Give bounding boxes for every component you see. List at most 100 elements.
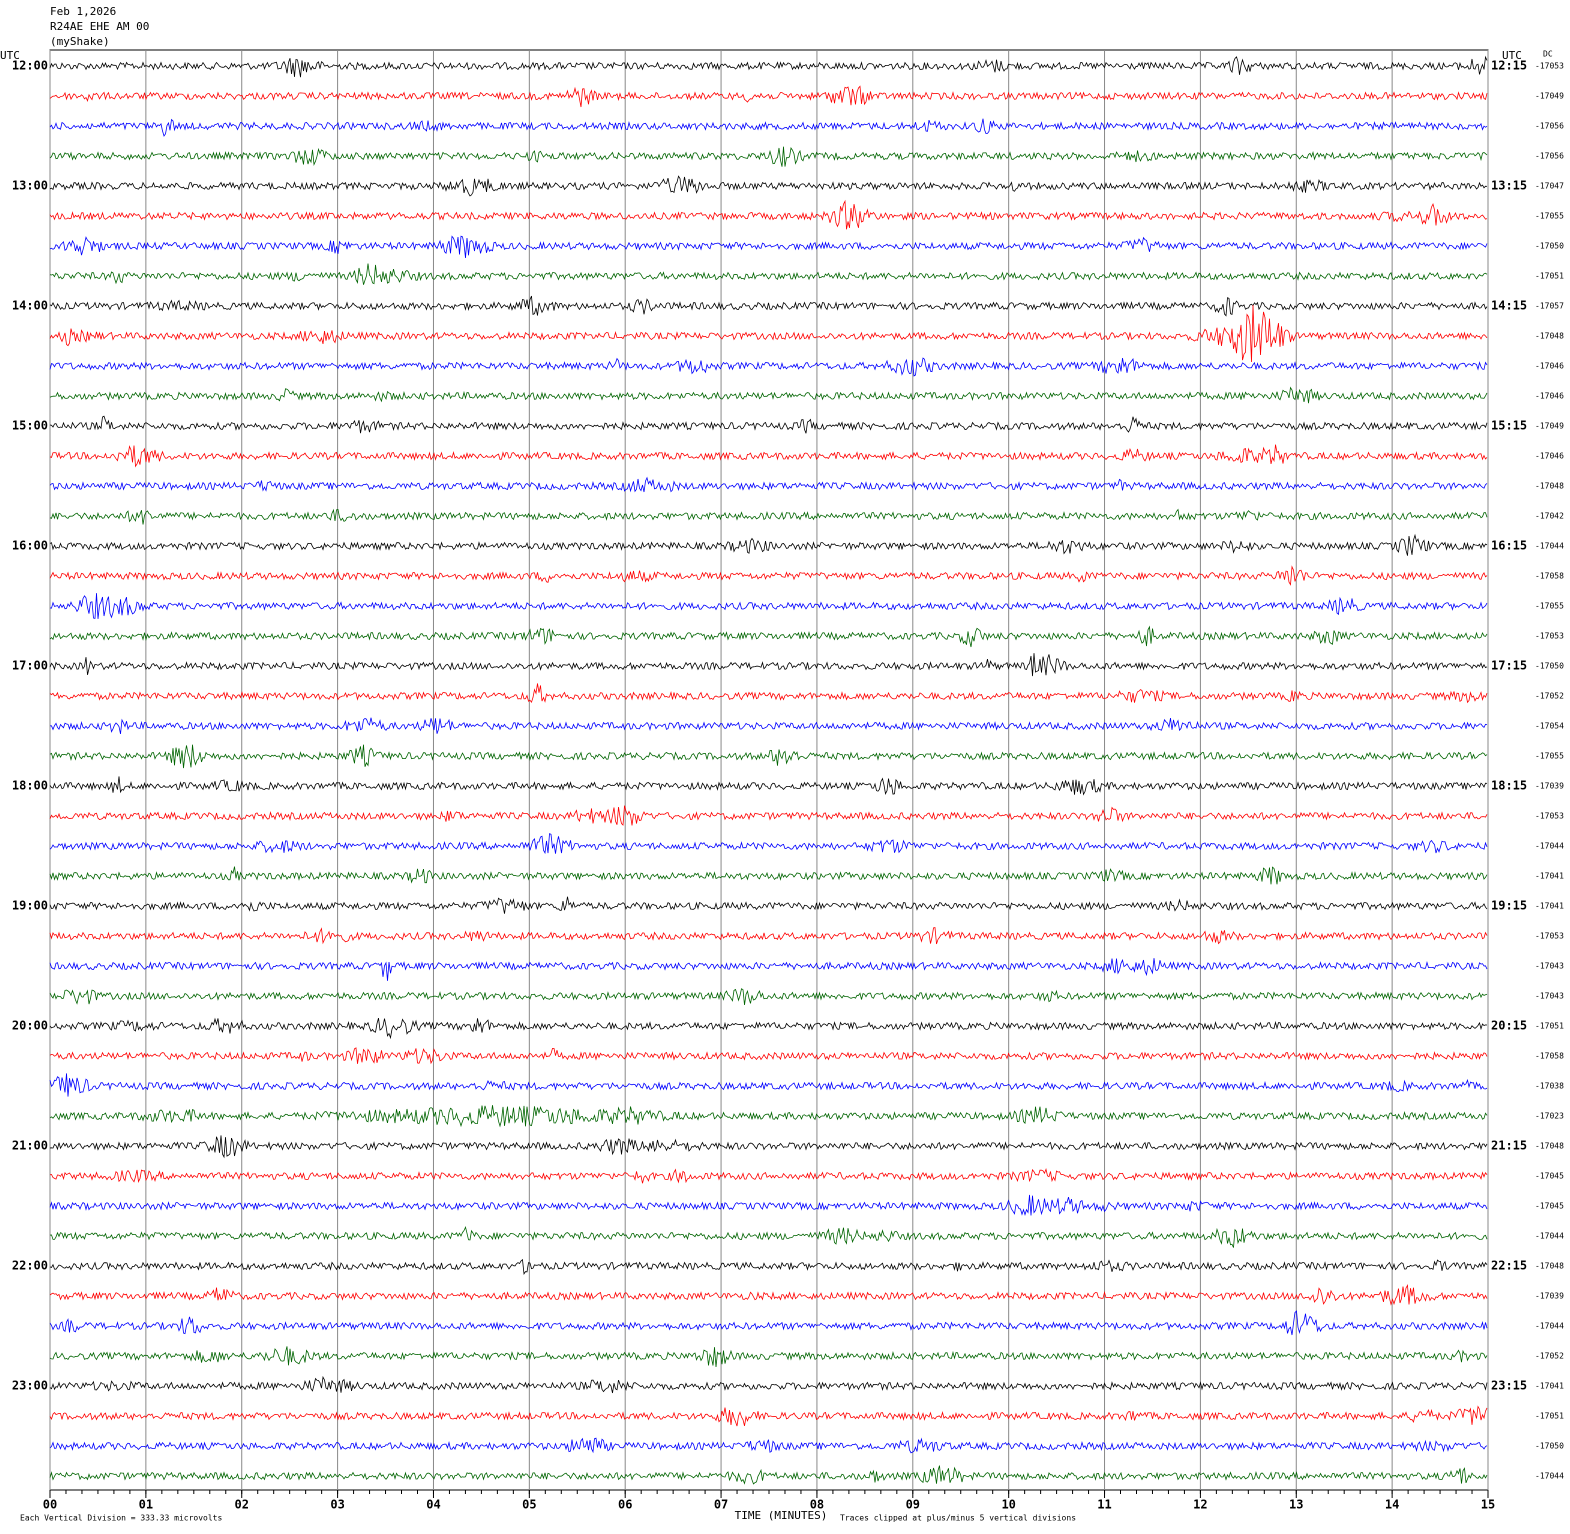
dc-value: -17044: [1535, 842, 1564, 851]
trace: [49, 146, 1488, 167]
trace: [49, 263, 1488, 285]
dc-value: -17056: [1535, 122, 1564, 131]
dc-value: -17041: [1535, 872, 1564, 881]
dc-value: -17053: [1535, 62, 1564, 71]
left-time: 16:00: [12, 539, 48, 553]
dc-value: -17044: [1535, 1322, 1564, 1331]
x-tick-label: 00: [43, 1498, 57, 1512]
left-time: 22:00: [12, 1259, 48, 1273]
trace: [49, 415, 1488, 434]
dc-value: -17055: [1535, 212, 1564, 221]
date: Feb 1,2026: [50, 5, 116, 18]
x-tick-label: 03: [330, 1498, 344, 1512]
trace: [49, 896, 1488, 914]
network: (myShake): [50, 35, 110, 48]
dc-value: -17052: [1535, 1352, 1564, 1361]
x-tick-label: 15: [1481, 1498, 1495, 1512]
dc-value: -17044: [1535, 1472, 1564, 1481]
right-time: 19:15: [1491, 899, 1527, 913]
dc-value: -17051: [1535, 1412, 1564, 1421]
left-unit: UTC: [0, 49, 20, 62]
trace: [49, 1375, 1488, 1394]
trace: [49, 295, 1488, 317]
x-tick-label: 06: [618, 1498, 632, 1512]
trace: [49, 1017, 1488, 1040]
trace: [49, 1194, 1488, 1216]
dc-value: -17050: [1535, 242, 1564, 251]
dc-value: -17051: [1535, 1022, 1564, 1031]
dc-value: -17053: [1535, 932, 1564, 941]
dc-value: -17038: [1535, 1082, 1564, 1091]
trace: [49, 85, 1488, 108]
right-time: 16:15: [1491, 539, 1527, 553]
trace: [49, 118, 1488, 137]
trace: [49, 717, 1488, 734]
dc-value: -17043: [1535, 962, 1564, 971]
left-time: 17:00: [12, 659, 48, 673]
dc-value: -17046: [1535, 362, 1564, 371]
left-time: 19:00: [12, 899, 48, 913]
right-time: 15:15: [1491, 419, 1527, 433]
trace: [49, 958, 1488, 981]
right-time: 17:15: [1491, 659, 1527, 673]
left-time: 20:00: [12, 1019, 48, 1033]
dc-value: -17058: [1535, 572, 1564, 581]
dc-value: -17047: [1535, 182, 1564, 191]
dc-value: -17044: [1535, 542, 1564, 551]
trace: [49, 776, 1488, 796]
trace: [49, 476, 1488, 493]
right-time: 20:15: [1491, 1019, 1527, 1033]
station: R24AE EHE AM 00: [50, 20, 149, 33]
trace: [49, 508, 1488, 525]
dc-value: -17039: [1535, 782, 1564, 791]
right-time: 22:15: [1491, 1259, 1527, 1273]
x-tick-label: 04: [426, 1498, 440, 1512]
trace: [49, 1405, 1488, 1427]
trace: [49, 988, 1488, 1005]
trace: [49, 653, 1488, 677]
trace: [49, 1310, 1488, 1336]
trace: [49, 683, 1488, 704]
left-time: 21:00: [12, 1139, 48, 1153]
dc-value: -17052: [1535, 692, 1564, 701]
right-time: 18:15: [1491, 779, 1527, 793]
dc-value: -17054: [1535, 722, 1564, 731]
dc-value: -17046: [1535, 392, 1564, 401]
x-tick-label: 11: [1097, 1498, 1111, 1512]
trace: [49, 1135, 1488, 1159]
dc-value: -17023: [1535, 1112, 1564, 1121]
x-tick-label: 05: [522, 1498, 536, 1512]
dc-value: -17057: [1535, 302, 1564, 311]
trace: [49, 357, 1488, 377]
trace: [49, 235, 1488, 259]
right-time: 21:15: [1491, 1139, 1527, 1153]
x-title: TIME (MINUTES): [735, 1509, 828, 1522]
trace: [49, 304, 1488, 363]
trace: [49, 1465, 1488, 1485]
trace: [49, 625, 1488, 648]
dc-value: -17053: [1535, 812, 1564, 821]
dc-value: -17055: [1535, 752, 1564, 761]
dc-value: -17045: [1535, 1172, 1564, 1181]
x-tick-label: 09: [906, 1498, 920, 1512]
trace: [49, 533, 1488, 556]
right-time: 14:15: [1491, 299, 1527, 313]
x-tick-label: 10: [1001, 1498, 1015, 1512]
trace: [49, 805, 1488, 826]
dc-value: -17042: [1535, 512, 1564, 521]
right-time: 23:15: [1491, 1379, 1527, 1393]
dc-value: -17051: [1535, 272, 1564, 281]
dc-value: -17050: [1535, 1442, 1564, 1451]
clip-note: Traces clipped at plus/minus 5 vertical …: [840, 1514, 1076, 1523]
left-time: 12:00: [12, 59, 48, 73]
dc-value: -17049: [1535, 422, 1564, 431]
dc-value: -17056: [1535, 152, 1564, 161]
dc-value: -17044: [1535, 1232, 1564, 1241]
x-tick-label: 14: [1385, 1498, 1399, 1512]
trace: [49, 1437, 1488, 1454]
dc-value: -17045: [1535, 1202, 1564, 1211]
x-tick-label: 01: [139, 1498, 153, 1512]
